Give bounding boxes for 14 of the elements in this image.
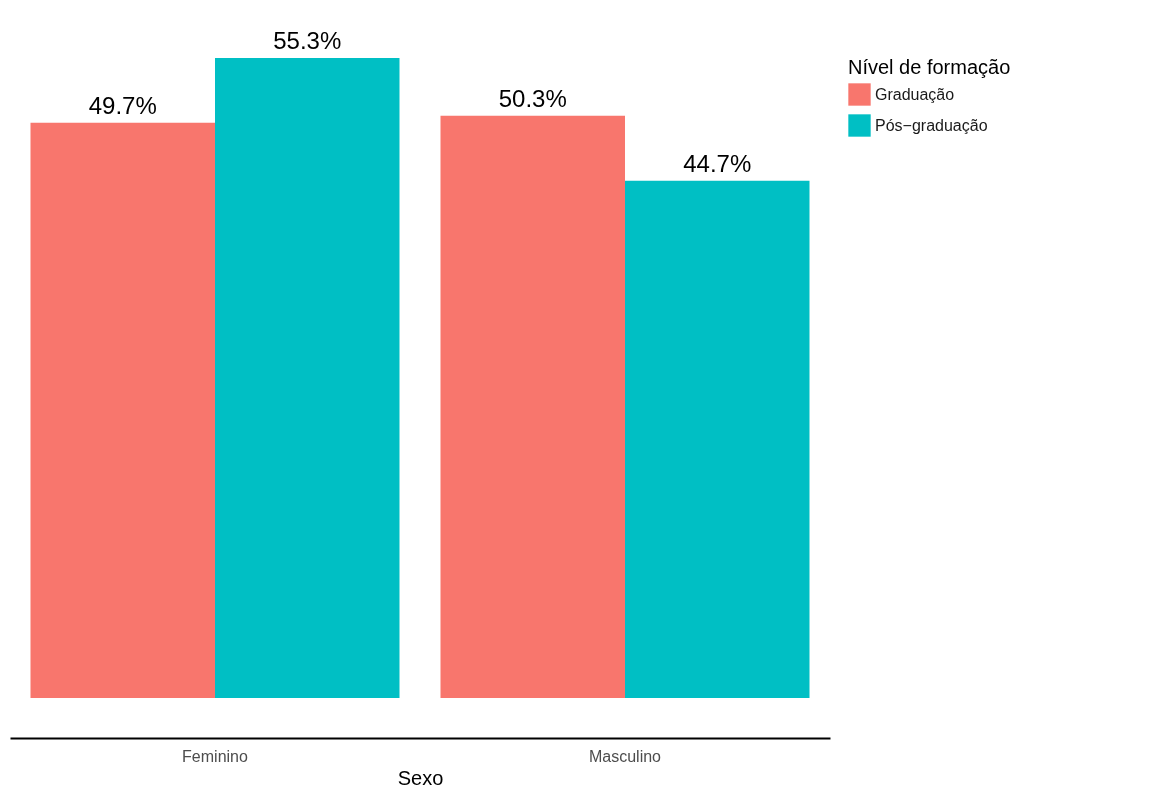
- data-label: 44.7%: [683, 149, 752, 177]
- legend-label: Pós−graduação: [875, 116, 988, 134]
- data-label: 55.3%: [273, 27, 342, 54]
- legend-label: Graduação: [875, 85, 955, 103]
- bar: [215, 58, 400, 698]
- legend-title: Nível de formação: [848, 56, 1011, 78]
- data-label: 50.3%: [498, 84, 567, 112]
- bar: [30, 122, 215, 698]
- data-label: 49.7%: [88, 91, 157, 119]
- bar: [625, 180, 810, 698]
- x-tick-label: Masculino: [588, 747, 662, 765]
- bar: [440, 115, 625, 698]
- x-axis-title: Sexo: [397, 766, 444, 789]
- x-tick-label: Feminino: [182, 747, 248, 765]
